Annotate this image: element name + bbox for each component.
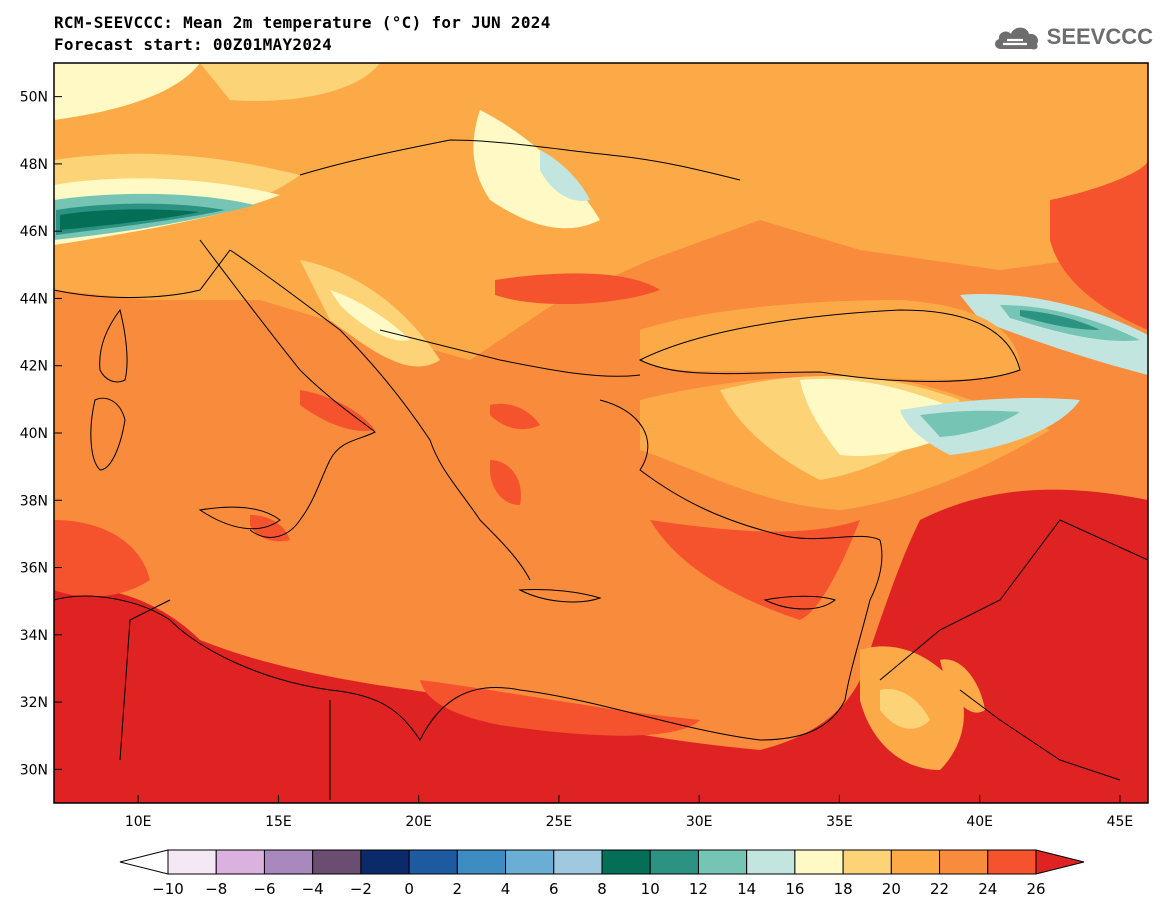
lon-tick-label: 20E [405,814,432,830]
colorbar-label: 12 [689,880,708,898]
colorbar-swatch [890,849,941,875]
lat-tick-label: 32N [20,695,48,711]
colorbar: −10 −8 −6 −4 −2 0 2 4 6 8 10 12 14 16 18 20 22 24 26 [119,849,1085,898]
colorbar-label: −8 [205,880,227,898]
longitude-axis: 10E 15E 20E 25E 30E 35E 40E 45E [125,795,1133,830]
lat-tick-label: 34N [20,628,48,644]
lon-tick-label: 30E [686,814,713,830]
lat-tick-label: 48N [20,157,48,173]
colorbar-swatch [553,849,603,875]
temperature-field [54,63,1148,803]
lat-tick-label: 40N [20,426,48,442]
lat-tick-label: 50N [20,90,48,106]
colorbar-low-extension [119,849,169,875]
seevccc-logo: SEEVCCC [991,22,1153,52]
colorbar-swatch [408,849,458,875]
latitude-axis: 30N 32N 34N 36N 38N 40N 42N 44N 46N 48N 50N [20,90,62,778]
colorbar-label: 14 [737,880,756,898]
lon-tick-label: 15E [265,814,292,830]
colorbar-swatch [746,849,796,875]
lat-tick-label: 44N [20,291,48,307]
lon-tick-label: 25E [546,814,573,830]
colorbar-label: 8 [597,880,607,898]
chart-title: RCM-SEEVCCC: Mean 2m temperature (°C) fo… [54,13,551,32]
chart-subtitle: Forecast start: 00Z01MAY2024 [54,35,333,54]
colorbar-swatch [360,849,410,875]
lon-tick-label: 10E [125,814,152,830]
colorbar-swatch [939,849,989,875]
colorbar-high-extension [1035,849,1085,875]
colorbar-label: 20 [882,880,901,898]
colorbar-swatch [794,849,844,875]
colorbar-label: 0 [404,880,414,898]
lon-tick-label: 40E [966,814,993,830]
colorbar-label: 24 [978,880,997,898]
lat-tick-label: 46N [20,224,48,240]
colorbar-label: 10 [641,880,660,898]
cloud-logo-icon [994,27,1038,50]
colorbar-label: 18 [834,880,853,898]
colorbar-swatch [167,849,217,875]
logo-text: SEEVCCC [1046,24,1153,49]
colorbar-label: −4 [302,880,324,898]
colorbar-swatch [601,849,651,875]
colorbar-label: −6 [253,880,275,898]
colorbar-swatch [263,849,314,875]
colorbar-label: −2 [350,880,372,898]
lon-tick-label: 35E [826,814,853,830]
colorbar-label: 2 [453,880,463,898]
colorbar-swatch [215,849,265,875]
colorbar-swatch [649,849,699,875]
colorbar-swatch [697,849,748,875]
colorbar-swatch [312,849,362,875]
colorbar-label: 22 [930,880,949,898]
colorbar-swatch [987,849,1037,875]
colorbar-label: −10 [152,880,184,898]
colorbar-swatch [842,849,892,875]
lat-tick-label: 42N [20,359,48,375]
colorbar-swatch [505,849,555,875]
colorbar-label: 6 [549,880,559,898]
colorbar-label: 4 [501,880,511,898]
lat-tick-label: 36N [20,561,48,577]
colorbar-swatch [456,849,507,875]
colorbar-label: 16 [785,880,804,898]
coastlines [54,139,1148,800]
lon-tick-label: 45E [1107,814,1134,830]
colorbar-label: 26 [1026,880,1045,898]
lat-tick-label: 38N [20,493,48,509]
lat-tick-label: 30N [20,762,48,778]
